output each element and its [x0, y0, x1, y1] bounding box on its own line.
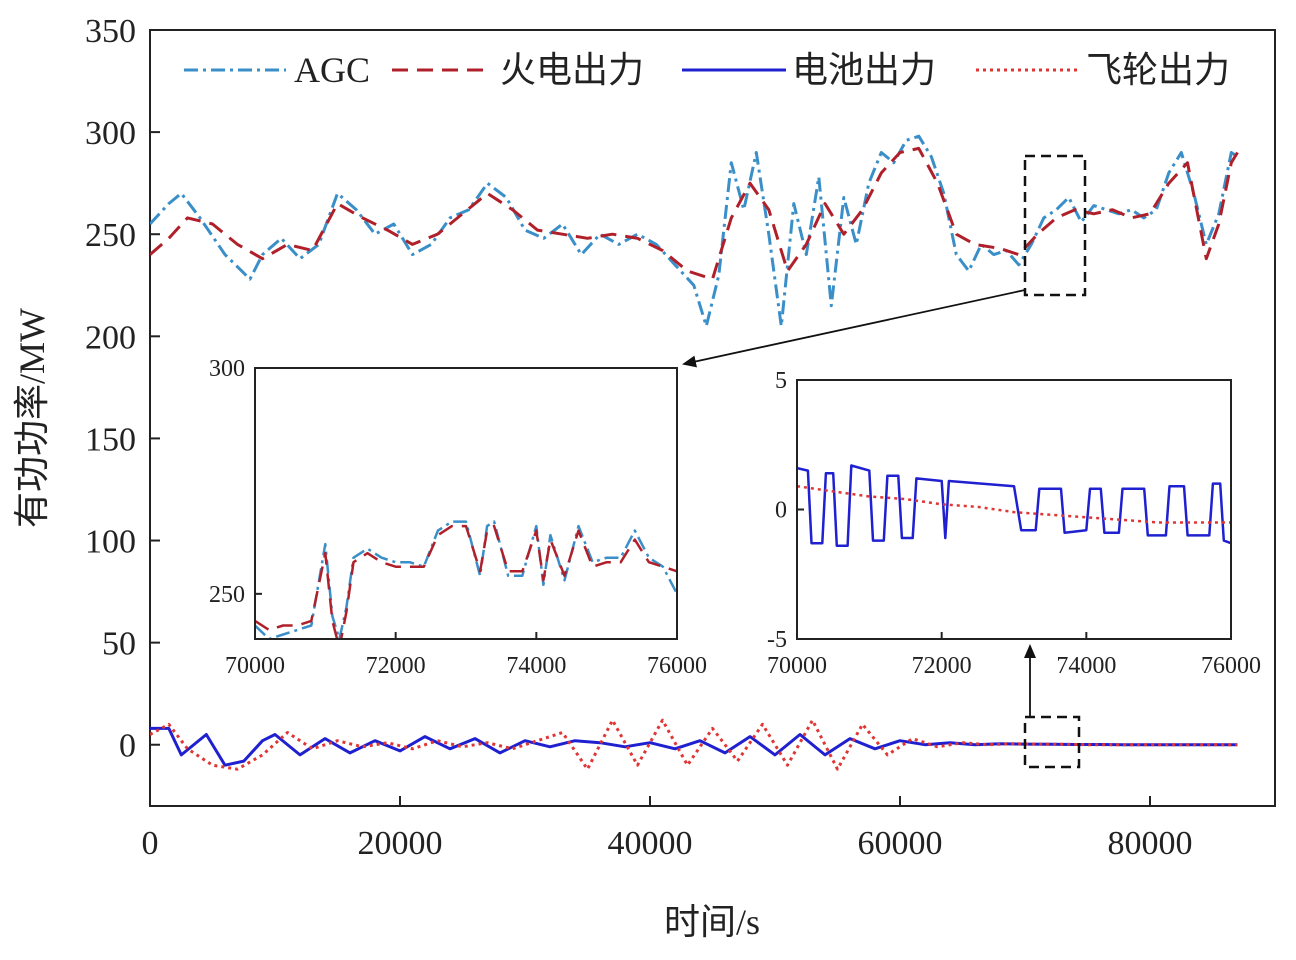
inset-left-axis-ticks: 70000 72000 74000 76000 250 300	[209, 356, 707, 679]
main-series-line-0	[150, 134, 1239, 328]
main-x-tick-label: 0	[142, 825, 159, 862]
x-axis-title: 时间/s	[664, 902, 760, 942]
inset-left-series-line-1	[255, 524, 677, 639]
main-axis-ticks: 0 20000 40000 60000 800000501001502002503003…	[85, 13, 1193, 862]
legend-label-thermal: 火电出力	[500, 50, 644, 90]
inset-right-series-line-1	[797, 484, 1231, 524]
inset-left-series-line-0	[255, 520, 677, 639]
main-series-group	[150, 134, 1239, 771]
main-y-tick-label: 200	[85, 319, 136, 356]
main-y-tick-label: 50	[102, 626, 136, 663]
main-x-tick-label: 60000	[858, 825, 943, 862]
main-y-tick-label: 0	[119, 728, 136, 765]
inset-right-axis-ticks: 70000 72000 74000 76000 -5 0 5	[767, 368, 1261, 679]
main-y-tick-label: 250	[85, 217, 136, 254]
inset-right-series-line-0	[797, 464, 1231, 548]
legend-label-battery: 电池出力	[792, 50, 936, 90]
main-series-line-2	[150, 726, 1238, 767]
inset-left-x-tick-label: 72000	[366, 653, 426, 679]
zoom-box-upper	[1023, 154, 1087, 297]
inset-left-frame-bg	[255, 368, 677, 639]
main-y-tick-label: 150	[85, 421, 136, 458]
zoom-box-lower	[1023, 715, 1081, 769]
inset-right-y-tick-label: 0	[775, 498, 787, 524]
inset-right-y-tick-label: -5	[767, 627, 787, 653]
inset-left-x-tick-label: 70000	[225, 653, 285, 679]
inset-left-y-tick-label: 250	[209, 582, 245, 608]
main-y-tick-label: 350	[85, 13, 136, 50]
inset-right-x-tick-label: 74000	[1056, 653, 1116, 679]
legend-label-flywheel: 飞轮出力	[1086, 50, 1230, 90]
legend: AGC 火电出力 电池出力 飞轮出力	[184, 50, 1230, 90]
y-axis-title: 有功功率/MW	[12, 308, 52, 528]
main-y-tick-label: 100	[85, 524, 136, 561]
inset-left-x-tick-label: 76000	[647, 653, 707, 679]
arrow-to-left-inset	[682, 289, 1026, 368]
inset-left-frame	[254, 367, 678, 640]
inset-left-y-tick-label: 300	[209, 356, 245, 382]
inset-right-x-tick-label: 72000	[912, 653, 972, 679]
inset-right-x-tick-label: 76000	[1201, 653, 1261, 679]
main-x-tick-label: 40000	[608, 825, 693, 862]
main-x-tick-label: 20000	[358, 825, 443, 862]
main-series-line-3	[150, 718, 1238, 771]
inset-right-frame-bg	[797, 380, 1231, 639]
inset-right-series-group	[797, 464, 1231, 548]
legend-label-agc: AGC	[294, 50, 370, 90]
main-x-tick-label: 80000	[1108, 825, 1193, 862]
inset-left-x-tick-label: 74000	[506, 653, 566, 679]
inset-left-series-group	[255, 520, 677, 639]
main-series-line-1	[150, 146, 1239, 281]
inset-right-y-tick-label: 5	[775, 368, 787, 394]
inset-right-x-tick-label: 70000	[767, 653, 827, 679]
main-y-tick-label: 300	[85, 115, 136, 152]
